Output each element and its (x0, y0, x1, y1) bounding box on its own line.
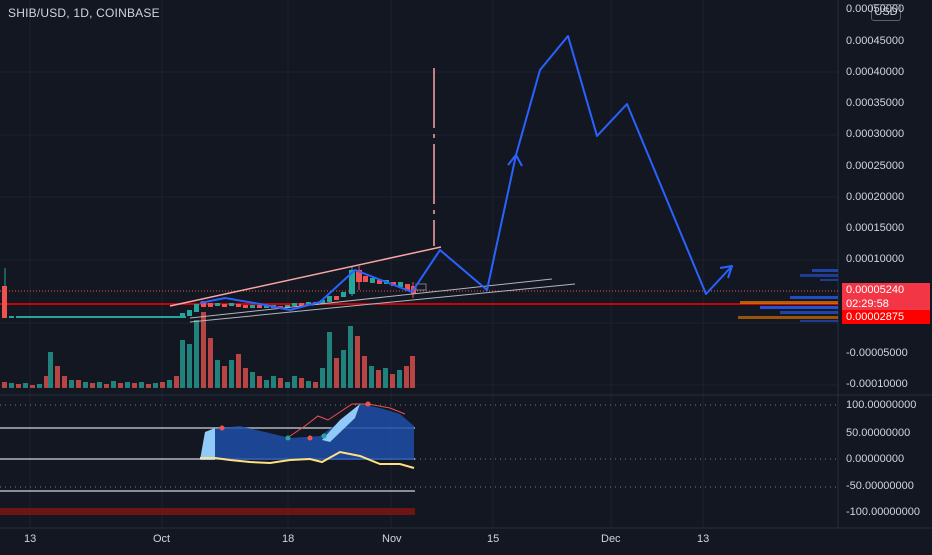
price-tick: 0.00030000 (846, 128, 905, 140)
time-label: Dec (601, 533, 621, 545)
time-label: Oct (153, 533, 171, 545)
volume-profile (738, 269, 838, 322)
price-tick: 0.00045000 (846, 35, 905, 47)
time-label: Nov (382, 533, 402, 545)
volume-bars (2, 312, 415, 388)
oscillator-tick: 50.00000000 (846, 427, 911, 439)
time-label: 18 (282, 533, 295, 545)
symbol-title[interactable]: SHIB/USD, 1D, COINBASE (8, 6, 160, 20)
trend-lines (169, 68, 576, 323)
currency-badge[interactable]: USD (871, 4, 901, 21)
grid (0, 0, 838, 528)
time-label: 13 (697, 533, 710, 545)
projection-path (199, 35, 733, 311)
oscillator-tick: 100.00000000 (846, 399, 917, 411)
last-price-tag: 0.00005240 (842, 283, 930, 297)
oscillator-tick: -50.00000000 (846, 480, 914, 492)
price-tick: 0.00040000 (846, 66, 905, 78)
time-label: 15 (487, 533, 500, 545)
candles (2, 266, 427, 318)
price-tick: 0.00020000 (846, 191, 905, 203)
level-price-tag: 0.00002875 (842, 310, 930, 324)
time-label: 13 (24, 533, 37, 545)
oscillator-tick: -100.00000000 (846, 506, 921, 518)
price-tick: 0.00035000 (846, 97, 905, 109)
price-tick: 0.00025000 (846, 160, 905, 172)
oscillator-pane (0, 401, 838, 515)
countdown-tag: 02:29:58 (842, 297, 930, 311)
price-tick: 0.00015000 (846, 222, 905, 234)
price-tick: -0.00010000 (846, 378, 908, 390)
oscillator-tick: 0.00000000 (846, 453, 905, 465)
price-tick: -0.00005000 (846, 347, 908, 359)
price-tick: 0.00010000 (846, 253, 905, 265)
price-tick: 0.00050000 (846, 3, 905, 15)
